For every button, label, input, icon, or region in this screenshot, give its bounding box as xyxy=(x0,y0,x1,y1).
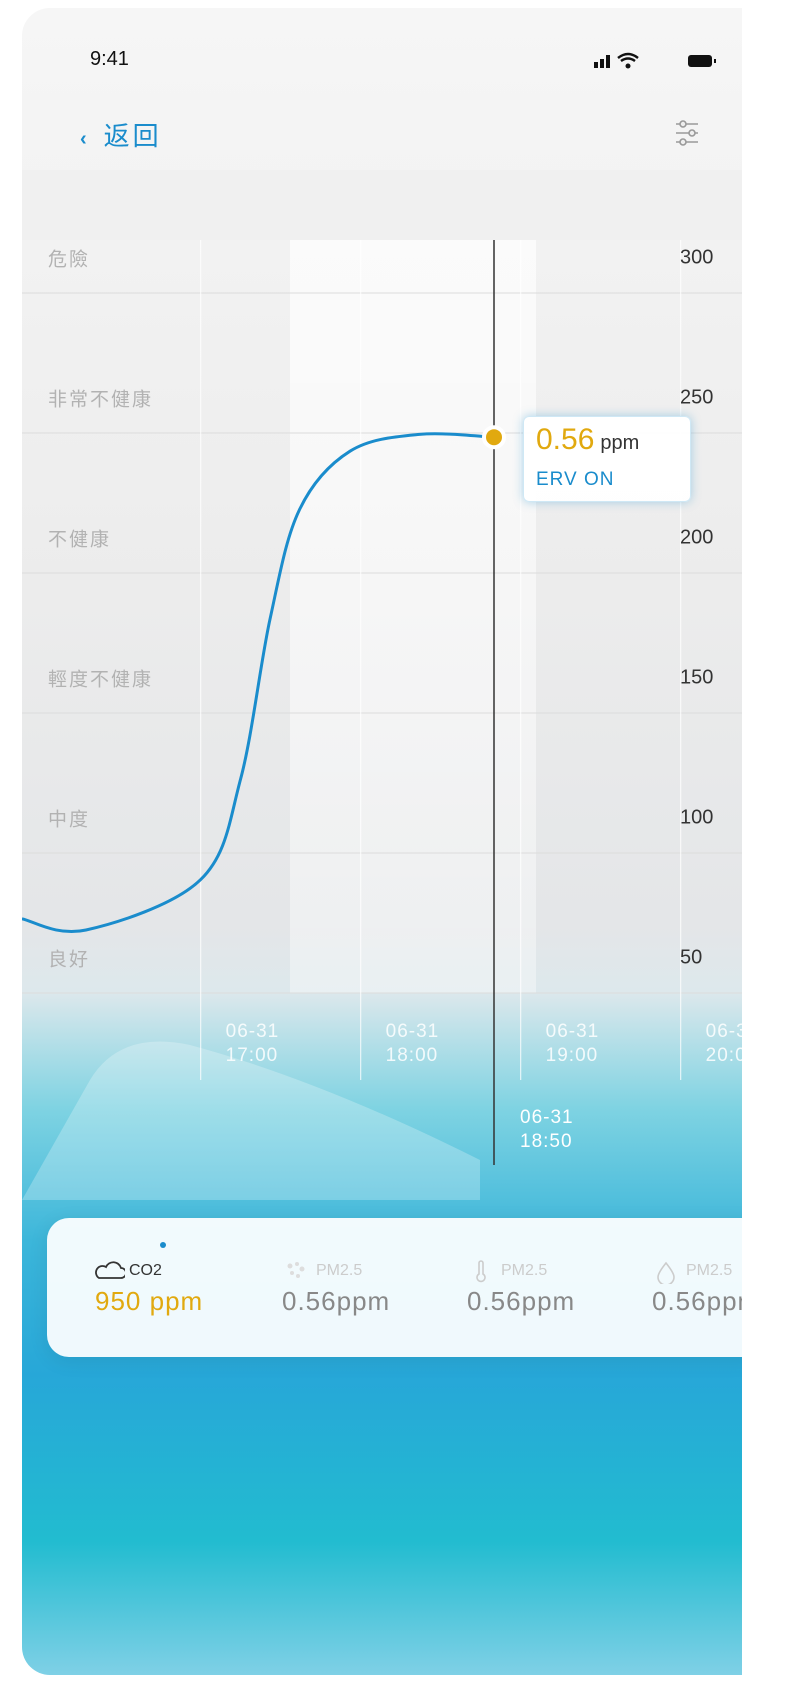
cursor-dot xyxy=(482,425,506,450)
metrics-card xyxy=(47,1218,742,1357)
chart xyxy=(22,240,742,1200)
phone-screen: 9:41 ‹ 返回 300 危險 250 非常不健康 200 不健康 150 輕度不健康 100 中… xyxy=(22,8,742,1675)
data-line xyxy=(22,432,495,933)
highlight-column xyxy=(290,240,536,993)
status-time: 9:41 xyxy=(90,48,129,70)
active-indicator xyxy=(160,1242,166,1248)
metric-icon xyxy=(287,1262,305,1278)
metric[interactable]: PM2.5 0.56ppm xyxy=(282,1262,390,1317)
x-tick-label: 06-31 20:00 xyxy=(705,1021,742,1066)
tooltip-status: ERV ON xyxy=(536,469,615,490)
band-label: 中度 xyxy=(48,809,91,831)
metric[interactable]: PM2.5 0.56ppm xyxy=(652,1261,742,1317)
metric-value: 950 ppm xyxy=(95,1286,204,1316)
band-label: 非常不健康 xyxy=(48,389,154,411)
metric-icon xyxy=(657,1261,675,1284)
y-tick-label: 100 xyxy=(680,806,714,829)
back-button[interactable]: ‹ 返回 xyxy=(80,121,162,151)
band-label: 輕度不健康 xyxy=(48,669,154,691)
band-label: 良好 xyxy=(48,949,91,971)
cursor-time: 06-31 18:50 xyxy=(520,1107,574,1152)
band-label: 不健康 xyxy=(48,529,112,551)
y-tick-label: 150 xyxy=(680,666,714,689)
filter-button[interactable] xyxy=(674,118,702,148)
tooltip: 0.56 ppm ERV ON xyxy=(523,416,691,502)
metric-name: PM2.5 xyxy=(686,1262,733,1279)
metric-icon xyxy=(476,1260,486,1283)
back-label[interactable]: 返回 xyxy=(103,121,162,151)
header-band xyxy=(22,170,742,240)
metric-name: PM2.5 xyxy=(501,1262,548,1279)
metric-value: 0.56ppm xyxy=(282,1286,391,1316)
x-tick-label: 06-31 18:00 xyxy=(385,1021,440,1066)
tooltip-unit: ppm xyxy=(600,432,640,454)
status-icons xyxy=(594,52,716,69)
metric-name: PM2.5 xyxy=(316,1262,363,1279)
wave-decoration xyxy=(22,1041,480,1200)
metric[interactable]: CO2 950 ppm xyxy=(95,1261,204,1317)
band-label: 危險 xyxy=(48,249,91,271)
metric-value: 0.56ppm xyxy=(467,1286,576,1316)
tooltip-value-row: 0.56 ppm xyxy=(536,423,639,457)
metric-icon xyxy=(95,1261,125,1279)
x-tick-label: 06-31 17:00 xyxy=(225,1021,280,1066)
metric-value: 0.56ppm xyxy=(652,1286,742,1316)
metric[interactable]: PM2.5 0.56ppm xyxy=(467,1260,576,1317)
screen-content: 9:41 ‹ 返回 300 危險 250 非常不健康 200 不健康 150 輕度不健康 100 中… xyxy=(22,8,742,1675)
metric-name: CO2 xyxy=(129,1262,162,1279)
y-tick-label: 250 xyxy=(680,386,714,409)
y-tick-label: 200 xyxy=(680,526,714,549)
tooltip-value: 0.56 xyxy=(536,423,595,456)
x-tick-label: 06-31 19:00 xyxy=(545,1021,600,1066)
y-tick-label: 300 xyxy=(680,246,714,269)
y-tick-label: 50 xyxy=(680,946,703,969)
